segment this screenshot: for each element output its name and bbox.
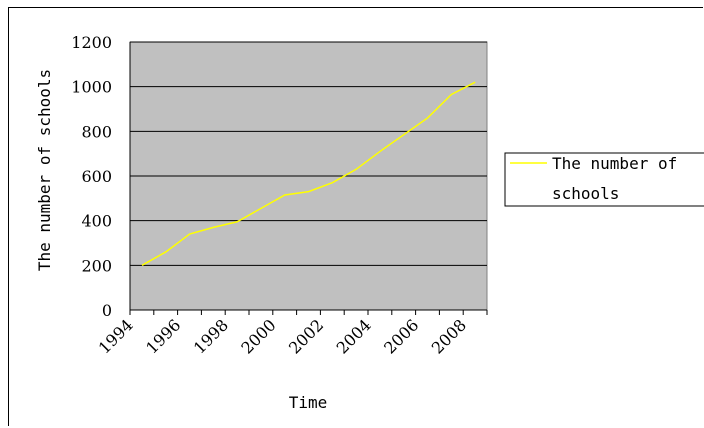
y-axis-ticks: 0 200 400 600 800 1000 1200 <box>71 33 112 320</box>
x-tick-label: 1996 <box>142 315 184 357</box>
y-tick-label: 800 <box>81 122 112 141</box>
x-tick-label: 1998 <box>190 315 232 357</box>
y-tick-label: 0 <box>102 301 112 320</box>
y-tick-label: 1000 <box>71 78 112 97</box>
x-tick-label: 2000 <box>237 315 279 357</box>
x-axis-label: Time <box>289 393 328 412</box>
legend-label-line1: The number of <box>552 154 677 173</box>
x-tick-label: 2004 <box>333 315 375 357</box>
series-line-0 <box>141 81 476 266</box>
legend-label-line2: schools <box>552 184 619 203</box>
y-tick-label: 400 <box>81 212 112 231</box>
series-group <box>141 81 476 266</box>
x-tick-label: 2006 <box>380 315 422 357</box>
x-tick-label: 1994 <box>95 315 137 357</box>
y-tick-label: 600 <box>81 167 112 186</box>
x-tick-label: 2008 <box>428 315 470 357</box>
x-axis-ticks: 1994 1996 1998 2000 2002 2004 2006 2008 <box>95 310 488 358</box>
y-tick-label: 1200 <box>71 33 112 52</box>
legend-box <box>504 152 704 207</box>
x-tick-label: 2002 <box>285 315 327 357</box>
legend: The number of schools <box>504 152 704 207</box>
gridlines <box>129 41 487 311</box>
y-axis-label: The number of schools <box>35 69 54 271</box>
chart-frame <box>8 7 703 426</box>
y-tick-label: 200 <box>81 256 112 275</box>
